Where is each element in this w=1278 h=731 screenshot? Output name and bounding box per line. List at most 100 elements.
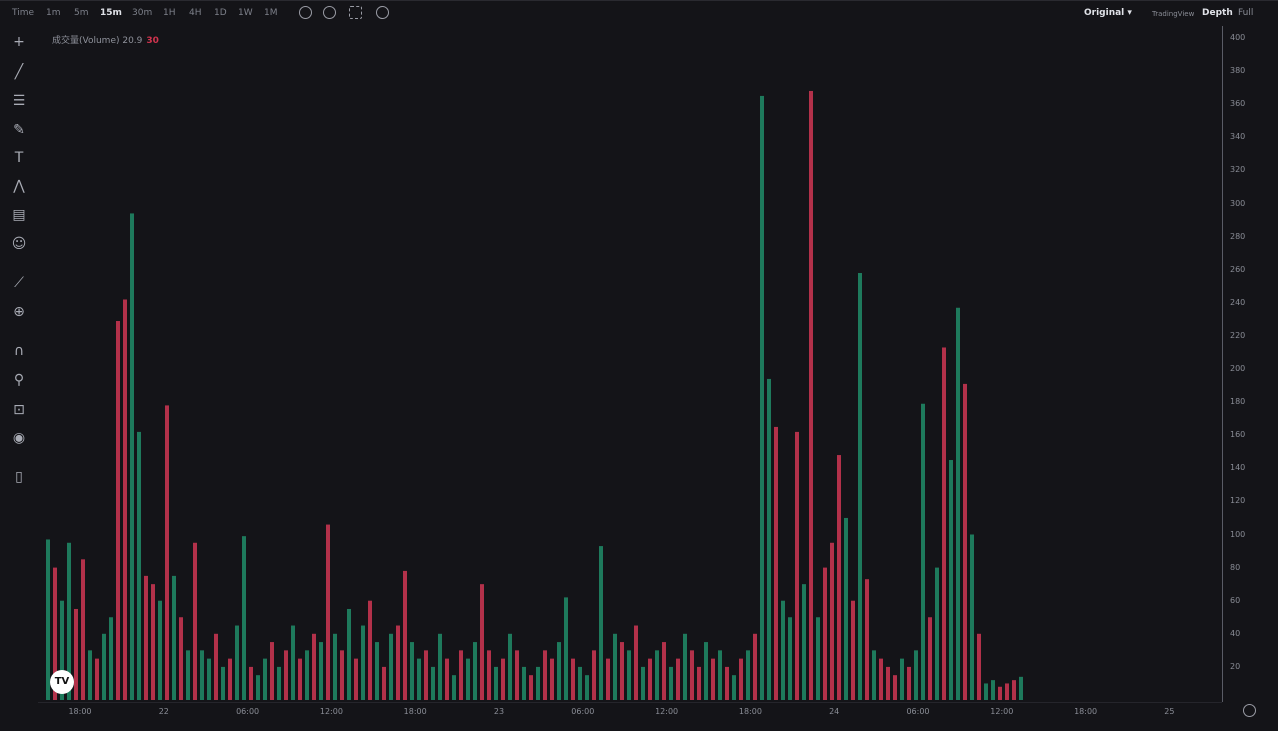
settings-icon[interactable] xyxy=(323,6,336,19)
y-tick-label: 200 xyxy=(1230,364,1246,373)
y-tick-label: 40 xyxy=(1230,628,1241,638)
axis-settings-icon[interactable] xyxy=(1243,704,1256,717)
volume-bar-up xyxy=(641,666,645,700)
fullscreen-button[interactable]: Full xyxy=(1238,8,1254,18)
indicator-icon[interactable] xyxy=(299,6,312,19)
volume-bar-up xyxy=(277,666,281,700)
timeframe-30m[interactable]: 30m xyxy=(132,8,153,18)
crosshair-icon[interactable]: + xyxy=(13,34,25,50)
volume-bar-up xyxy=(256,675,260,700)
volume-bar-up xyxy=(158,600,162,700)
timeframe-time[interactable]: Time xyxy=(12,8,35,18)
volume-bar-up xyxy=(788,617,792,700)
volume-bar-down xyxy=(998,686,1002,700)
volume-bar-down xyxy=(942,347,946,700)
volume-bar-up xyxy=(921,403,925,700)
volume-bar-up xyxy=(291,625,295,700)
volume-bar-down xyxy=(592,650,596,700)
volume-bar-up xyxy=(473,642,477,700)
volume-bar-up xyxy=(466,658,470,700)
pattern-icon[interactable]: ⋀ xyxy=(13,178,25,194)
volume-bar-up xyxy=(536,666,540,700)
volume-bar-up xyxy=(844,517,848,700)
ruler-icon[interactable]: ⟋ xyxy=(14,275,24,291)
x-tick-label: 18:00 xyxy=(1074,707,1098,716)
volume-bar-up xyxy=(235,625,239,700)
x-tick-label: 25 xyxy=(1164,707,1175,716)
y-tick-label: 220 xyxy=(1230,330,1246,340)
timeframe-1d[interactable]: 1D xyxy=(214,8,227,18)
zoom-in-icon[interactable]: ⊕ xyxy=(13,304,25,320)
volume-bar-down xyxy=(662,642,666,700)
volume-bar-up xyxy=(760,95,764,701)
y-tick-label: 300 xyxy=(1230,198,1246,208)
text-icon[interactable]: T xyxy=(14,150,24,166)
volume-bar-up xyxy=(494,666,498,700)
volume-bar-down xyxy=(963,383,967,700)
volume-bar-down xyxy=(480,584,484,700)
pen-icon[interactable]: ✎ xyxy=(13,122,25,138)
volume-bar-up xyxy=(221,666,225,700)
volume-bar-down xyxy=(879,658,883,700)
volume-bar-down xyxy=(739,658,743,700)
volume-bar-up xyxy=(172,575,176,700)
screenshot-icon[interactable] xyxy=(349,6,362,19)
timeframe-5m[interactable]: 5m xyxy=(74,8,89,18)
lock-drawing-icon[interactable]: ⚲ xyxy=(13,372,25,388)
depth-toggle[interactable]: Depth xyxy=(1202,8,1233,18)
replay-icon[interactable] xyxy=(376,6,389,19)
volume-bar-down xyxy=(690,650,694,700)
volume-bar-down xyxy=(459,650,463,700)
y-tick-label: 120 xyxy=(1230,496,1246,506)
volume-bar-up xyxy=(46,539,50,700)
x-tick-label: 12:00 xyxy=(655,707,679,716)
volume-bar-up xyxy=(858,273,862,700)
volume-bar-up xyxy=(984,683,988,700)
timeframe-1m[interactable]: 1M xyxy=(264,8,278,18)
volume-bar-up xyxy=(200,650,204,700)
volume-bar-down xyxy=(571,658,575,700)
y-tick-label: 180 xyxy=(1230,397,1246,407)
volume-bar-down xyxy=(179,617,183,700)
volume-bar-up xyxy=(88,650,92,700)
x-tick-label: 18:00 xyxy=(738,707,762,716)
tradingview-toggle[interactable]: TradingView xyxy=(1152,10,1195,18)
trash-icon[interactable]: ▯ xyxy=(15,469,23,485)
unlock-icon[interactable]: ⊡ xyxy=(13,402,25,418)
volume-bar-up xyxy=(207,658,211,700)
volume-bar-up xyxy=(683,633,687,700)
volume-bar-up xyxy=(585,675,589,700)
view-select[interactable]: Original ▾ xyxy=(1084,8,1132,18)
trend-line-icon[interactable]: ╱ xyxy=(14,64,24,80)
magnet-icon[interactable]: ∩ xyxy=(13,343,25,359)
volume-bar-down xyxy=(214,633,218,700)
timeframe-1w[interactable]: 1W xyxy=(238,8,253,18)
measure-icon[interactable]: ▤ xyxy=(12,207,26,223)
horizontal-lines-icon[interactable]: ☰ xyxy=(12,93,26,109)
volume-bar-up xyxy=(557,642,561,700)
time-axis[interactable] xyxy=(38,702,1222,725)
timeframe-4h[interactable]: 4H xyxy=(189,8,202,18)
volume-bar-down xyxy=(753,633,757,700)
x-tick-label: 12:00 xyxy=(990,707,1014,716)
chart-area[interactable] xyxy=(38,26,1222,702)
volume-bar-up xyxy=(333,633,337,700)
timeframe-1h[interactable]: 1H xyxy=(163,8,176,18)
legend-label: 成交量(Volume) 20.9 xyxy=(52,36,143,46)
volume-bar-up xyxy=(627,650,631,700)
volume-bar-up xyxy=(704,642,708,700)
volume-bar-up xyxy=(914,650,918,700)
volume-bar-up xyxy=(746,650,750,700)
tradingview-logo[interactable]: TV xyxy=(50,670,74,694)
volume-bar-down xyxy=(837,455,841,700)
volume-bar-down xyxy=(116,321,120,700)
volume-bar-up xyxy=(242,536,246,700)
y-tick-label: 60 xyxy=(1230,595,1241,605)
price-axis[interactable] xyxy=(1222,26,1278,702)
timeframe-15m[interactable]: 15m xyxy=(100,8,122,18)
emoji-icon[interactable]: ☺ xyxy=(11,236,27,252)
eye-icon[interactable]: ◉ xyxy=(12,430,26,446)
volume-bar-up xyxy=(431,666,435,700)
volume-bar-down xyxy=(144,575,148,700)
timeframe-1m[interactable]: 1m xyxy=(46,8,61,18)
